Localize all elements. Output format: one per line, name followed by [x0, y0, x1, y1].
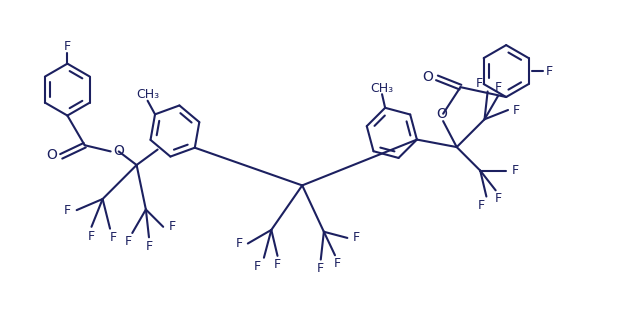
- Text: O: O: [422, 70, 433, 84]
- Text: F: F: [254, 260, 261, 273]
- Text: CH₃: CH₃: [136, 88, 159, 101]
- Text: F: F: [235, 237, 243, 250]
- Text: F: F: [145, 240, 153, 253]
- Text: F: F: [495, 193, 502, 205]
- Text: F: F: [495, 81, 502, 94]
- Text: F: F: [64, 204, 71, 217]
- Text: F: F: [125, 235, 132, 248]
- Text: F: F: [512, 164, 519, 177]
- Text: F: F: [476, 77, 483, 90]
- Text: F: F: [334, 257, 341, 270]
- Text: F: F: [546, 65, 553, 78]
- Text: F: F: [88, 230, 95, 243]
- Text: F: F: [513, 104, 520, 116]
- Text: F: F: [478, 199, 485, 212]
- Text: F: F: [64, 40, 71, 53]
- Text: O: O: [47, 148, 57, 162]
- Text: F: F: [353, 231, 359, 244]
- Text: F: F: [274, 258, 281, 271]
- Text: F: F: [110, 231, 117, 244]
- Text: F: F: [317, 262, 325, 275]
- Text: F: F: [168, 220, 176, 233]
- Text: CH₃: CH₃: [371, 82, 394, 95]
- Text: O: O: [437, 107, 447, 121]
- Text: O: O: [113, 144, 124, 159]
